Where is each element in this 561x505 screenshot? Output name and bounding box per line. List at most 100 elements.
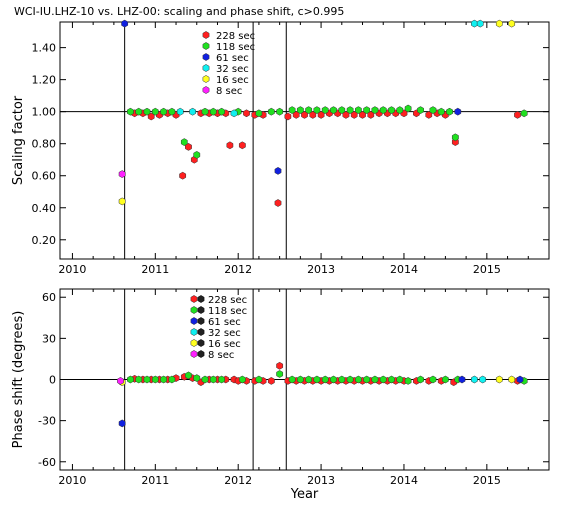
data-point [516, 375, 524, 384]
data-point [451, 133, 459, 142]
data-point [404, 104, 412, 113]
legend-label: 61 sec [216, 53, 249, 64]
legend-marker [190, 328, 198, 336]
data-point [160, 375, 167, 384]
data-point [296, 106, 304, 114]
data-point [313, 375, 321, 384]
series-8-sec [118, 170, 126, 178]
data-point [193, 151, 201, 159]
series-118-sec [127, 370, 528, 385]
data-point [458, 375, 466, 384]
data-point [437, 107, 445, 116]
legend-marker-dark [197, 339, 205, 347]
data-point [276, 370, 284, 378]
data-point [371, 375, 379, 384]
legend-label: 32 sec [216, 64, 249, 75]
data-point [151, 107, 159, 116]
legend-marker [190, 317, 198, 325]
data-point [446, 107, 453, 116]
series-32-sec [471, 375, 487, 384]
data-point [143, 375, 151, 384]
x-tick-label: 2014 [390, 263, 418, 276]
data-point [179, 171, 187, 180]
chart-panels: 0.20 0.40 0.60 0.80 1.00 1.20 1.40 2010 2011 2012… [11, 19, 550, 502]
legend-label: 8 sec [216, 86, 242, 97]
y-tick-label: 30 [42, 332, 56, 345]
series-61-sec [121, 19, 462, 175]
legend-label: 16 sec [216, 75, 249, 86]
data-point [218, 375, 225, 384]
data-point [321, 106, 329, 114]
data-point [388, 106, 395, 114]
data-point [388, 375, 395, 384]
data-point [176, 107, 184, 116]
legend-label: 228 sec [208, 295, 247, 306]
data-point [288, 106, 296, 114]
data-point [355, 106, 362, 114]
legend-marker-dark [197, 328, 205, 336]
legend-marker-dark [197, 295, 205, 303]
data-point [230, 109, 238, 118]
data-point [226, 141, 234, 150]
y-tick-label: 1.20 [32, 74, 57, 87]
data-point [454, 107, 462, 116]
x-tick-label: 2013 [307, 474, 335, 487]
data-point [267, 107, 275, 116]
data-point [117, 377, 124, 385]
series-61-sec [118, 375, 524, 428]
data-point [168, 375, 176, 384]
data-point [396, 106, 404, 114]
data-point [417, 375, 424, 384]
data-point [305, 375, 313, 384]
data-point [338, 106, 346, 114]
data-point [338, 375, 346, 384]
data-point [417, 106, 424, 114]
y-tick-label: 0.60 [32, 170, 57, 183]
data-point [471, 19, 478, 28]
data-point [363, 106, 371, 114]
data-point [495, 19, 503, 28]
legend-marker [190, 306, 198, 314]
data-point [243, 109, 250, 118]
x-tick-label: 2011 [141, 474, 169, 487]
data-point [355, 375, 362, 384]
legend-marker [202, 53, 210, 61]
y-axis-label: Phase shift (degrees) [11, 311, 26, 449]
legend-marker [202, 86, 210, 94]
y-tick-label: 1.40 [32, 42, 57, 55]
x-tick-label: 2015 [473, 474, 501, 487]
y-tick-label: 0.40 [32, 202, 57, 215]
data-point [209, 107, 217, 116]
y-tick-label: 0.80 [32, 138, 57, 151]
data-point [201, 107, 209, 116]
data-point [508, 375, 516, 384]
x-tick-label: 2013 [307, 263, 335, 276]
data-point [305, 106, 313, 114]
series-118-sec [127, 104, 528, 159]
data-point [118, 170, 126, 178]
y-tick-label: 60 [42, 291, 56, 304]
data-point [118, 419, 126, 428]
data-point [442, 375, 449, 384]
series-16-sec [118, 19, 516, 206]
data-point [479, 375, 487, 384]
legend-label: 32 sec [208, 328, 241, 339]
legend-marker [190, 350, 198, 358]
x-tick-label: 2011 [141, 263, 169, 276]
data-point [274, 167, 282, 175]
data-point [267, 377, 275, 385]
legend-marker-dark [197, 317, 205, 325]
data-point [276, 107, 284, 116]
legend-label: 118 sec [216, 42, 255, 53]
x-tick-label: 2010 [58, 474, 86, 487]
data-point [429, 375, 437, 384]
data-point [520, 109, 528, 118]
data-point [429, 106, 437, 114]
data-point [330, 375, 337, 384]
data-point [363, 375, 371, 384]
data-point [371, 106, 379, 114]
y-tick-label: 1.00 [32, 106, 57, 119]
data-point [330, 106, 337, 114]
data-point [143, 107, 151, 116]
